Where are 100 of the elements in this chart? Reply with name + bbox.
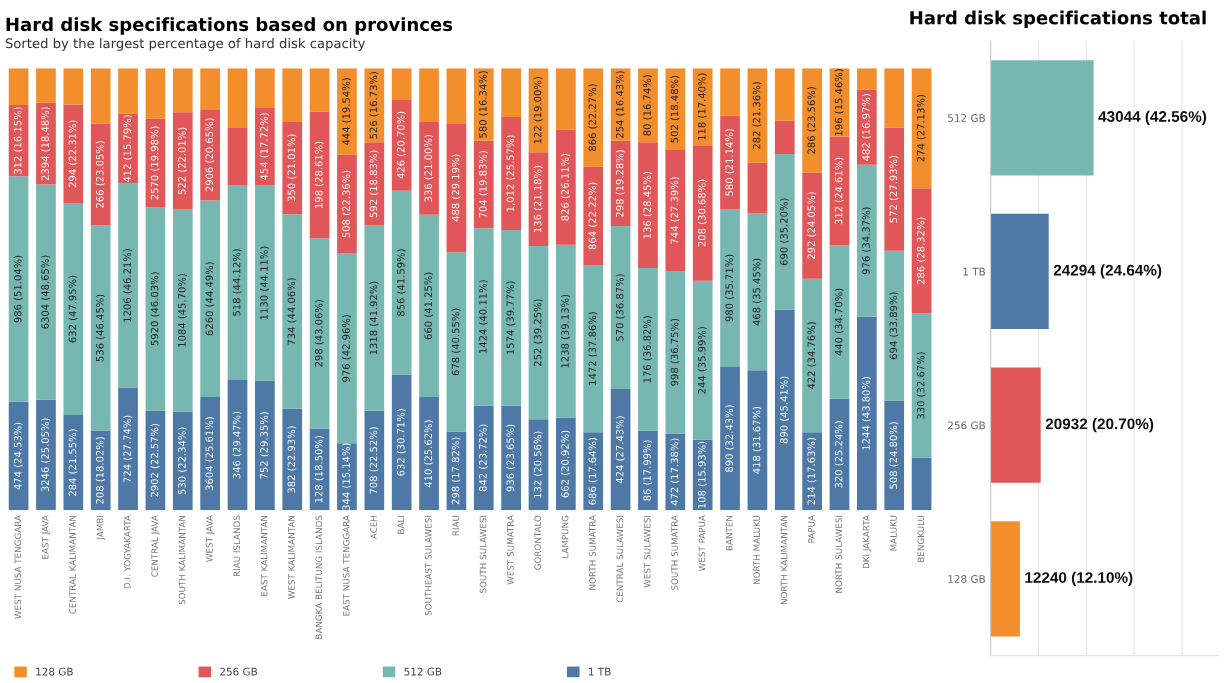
bar xyxy=(501,405,521,511)
bar xyxy=(63,414,84,511)
bar xyxy=(282,408,303,511)
bar xyxy=(528,152,549,246)
x-tick-label: CENTRAL KALIMANTAN xyxy=(69,515,76,614)
bar xyxy=(282,121,303,215)
bar xyxy=(419,214,439,397)
bar xyxy=(774,153,795,310)
bar xyxy=(583,264,604,433)
data-label: 6304 (48.65%) xyxy=(41,255,51,329)
data-label: 1318 (41.92%) xyxy=(369,281,379,355)
data-label: 412 (15.79%) xyxy=(123,115,133,183)
bar xyxy=(63,104,84,204)
data-label: 208 (18.02%) xyxy=(95,437,105,504)
data-label: 694 (33.89%) xyxy=(889,292,899,360)
bar xyxy=(692,439,713,511)
data-label: 282 (21.36%) xyxy=(752,82,762,149)
bar xyxy=(501,116,521,230)
data-label: 632 (30.71%) xyxy=(396,409,406,476)
x-tick-label: EAST KALIMANTAN xyxy=(260,515,268,596)
x-tick-label: BANTEN xyxy=(726,515,733,551)
data-label: 752 (29.35%) xyxy=(260,412,269,479)
data-label: 580 (16.34%) xyxy=(478,71,488,138)
bar xyxy=(90,68,111,124)
data-label: 266 (23.05%) xyxy=(95,141,105,208)
bar xyxy=(473,405,494,511)
data-label: 522 (22.01%) xyxy=(177,127,187,195)
data-label: 330 (32.67%) xyxy=(916,352,926,419)
data-label: 444 (19.54%) xyxy=(342,78,352,146)
data-label: 1238 (39.13%) xyxy=(561,294,570,368)
data-label: 244 (35.99%) xyxy=(697,327,707,394)
bar xyxy=(884,127,905,251)
data-label: 118 (17.40%) xyxy=(697,73,707,140)
bar xyxy=(145,68,166,119)
bar xyxy=(665,271,686,434)
data-label: 724 (27.74%) xyxy=(123,415,133,483)
data-label: 572 (27.93%) xyxy=(889,155,899,223)
bar xyxy=(720,115,740,210)
bar xyxy=(227,68,248,128)
x-tick-label: RIAU ISLANDS xyxy=(233,515,241,577)
x-tick-label: WEST PAPUA xyxy=(698,515,706,571)
bar xyxy=(990,521,1020,637)
bar xyxy=(829,136,850,246)
bar xyxy=(8,68,29,105)
bar xyxy=(446,252,467,432)
bar xyxy=(556,129,576,245)
data-label: 1424 (40.11%) xyxy=(478,280,488,353)
data-label: 1574 (39.77%) xyxy=(506,281,516,354)
bar xyxy=(884,68,905,128)
data-label: 286 (28.32%) xyxy=(916,217,926,285)
bar xyxy=(473,140,494,229)
data-label: 592 (18.83%) xyxy=(369,150,379,218)
bar xyxy=(282,68,303,122)
bar xyxy=(610,388,631,511)
data-label: 312 (24.61%) xyxy=(834,157,844,225)
data-label: 508 (22.36%) xyxy=(342,170,352,238)
data-label: 5920 (46.03%) xyxy=(150,272,160,346)
data-label: 744 (27.39%) xyxy=(670,177,680,244)
bar xyxy=(692,145,713,281)
data-label: 986 (51.04%) xyxy=(13,255,23,323)
bar xyxy=(884,250,905,401)
data-label: 122 (19.00%) xyxy=(533,77,543,144)
chart-title: Hard disk specifications total xyxy=(910,10,1206,29)
bar xyxy=(774,309,795,511)
bar xyxy=(391,374,412,511)
data-label: 6260 (44.49%) xyxy=(205,262,215,336)
x-tick-label: WEST JAVA xyxy=(206,515,215,562)
bar xyxy=(8,176,29,402)
bar xyxy=(255,185,275,381)
bar xyxy=(528,245,549,420)
bar xyxy=(364,225,385,411)
bar xyxy=(63,68,84,105)
data-label: 298 (43.06%) xyxy=(314,300,324,367)
bar xyxy=(419,121,439,215)
data-label: 176 (36.82%) xyxy=(643,316,653,383)
y-tick-label: 1 TB xyxy=(963,267,985,276)
bar xyxy=(911,188,932,314)
bar xyxy=(990,367,1041,483)
data-label: 24294 (24.64%) xyxy=(1053,264,1162,279)
data-label: 20932 (20.70%) xyxy=(1045,418,1154,433)
data-label: 252 (39.25%) xyxy=(533,299,543,366)
x-tick-label: WEST KALIMANTAN xyxy=(288,515,295,599)
data-label: 336 (21.00%) xyxy=(424,135,434,202)
data-label: 410 (25.62%) xyxy=(424,420,434,488)
bar xyxy=(227,185,248,380)
x-tick-label: BANGKA BELITUNG ISLANDS xyxy=(315,515,323,639)
data-label: 196 (15.46%) xyxy=(834,69,844,136)
bar xyxy=(145,207,166,411)
bar xyxy=(802,68,822,173)
data-label: 2902 (22.57%) xyxy=(150,423,160,497)
data-label: 1206 (46.21%) xyxy=(123,249,133,322)
data-label: 12240 (12.10%) xyxy=(1025,571,1133,586)
x-tick-label: MALUKU xyxy=(890,515,897,551)
data-label: 690 (35.20%) xyxy=(779,198,789,266)
x-tick-label: LAMPUNG xyxy=(561,515,569,558)
data-label: 976 (34.37%) xyxy=(862,207,871,275)
x-tick-label: SOUTH SULAWESI xyxy=(479,515,487,593)
bar xyxy=(118,183,138,388)
data-label: 422 (34.76%) xyxy=(807,322,817,390)
bar xyxy=(911,68,932,189)
